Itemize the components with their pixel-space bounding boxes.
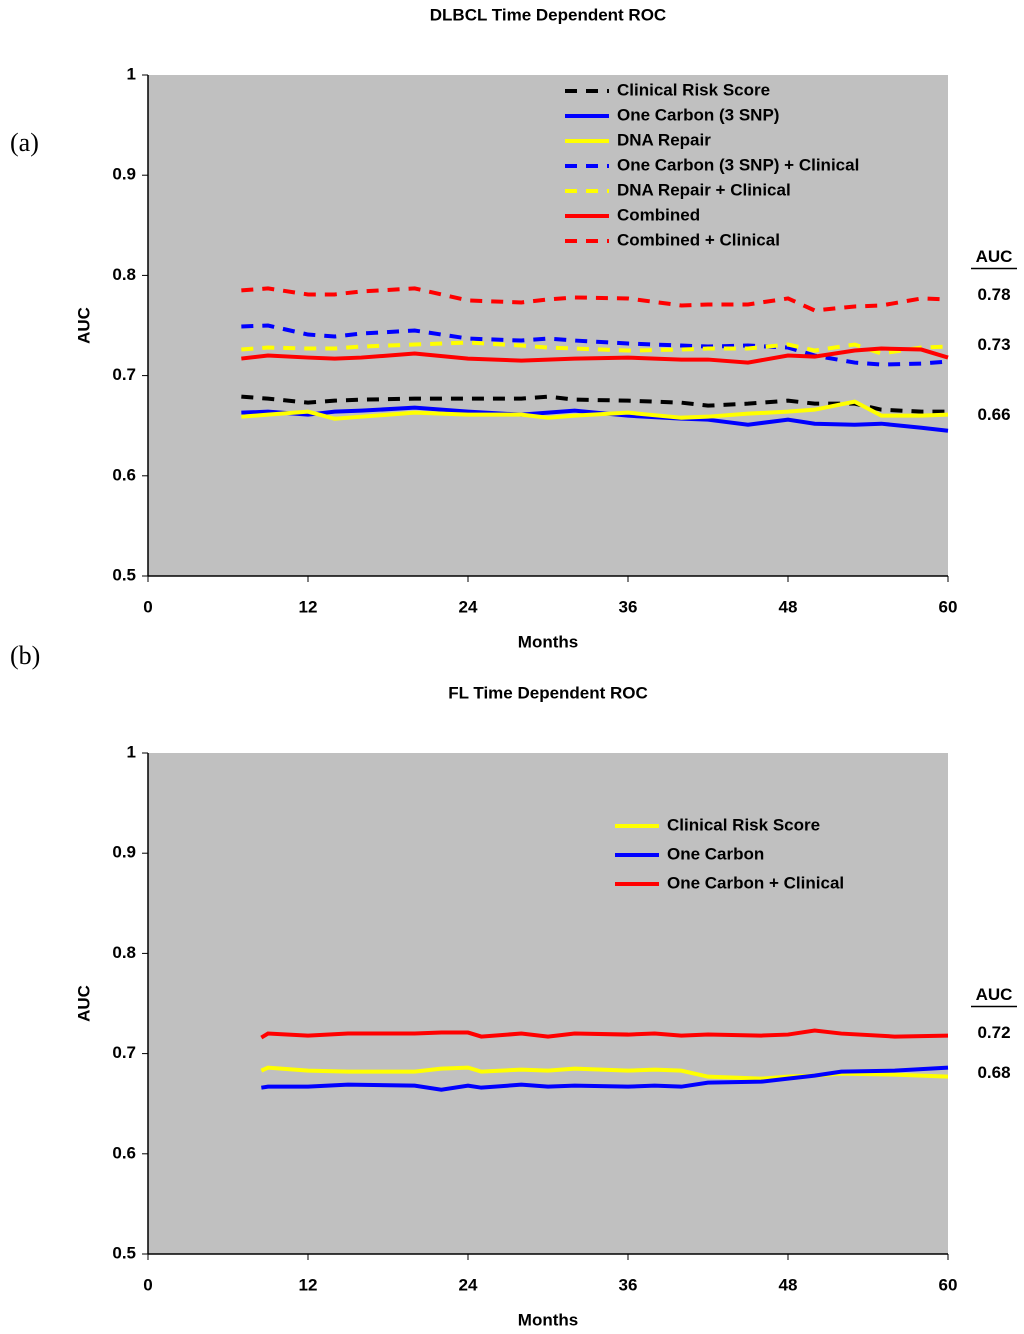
y-tick-label: 0.7 <box>112 365 136 384</box>
legend-label: DNA Repair <box>617 130 711 149</box>
plot-area <box>148 75 948 576</box>
x-tick-label: 60 <box>939 597 958 616</box>
series-line <box>241 399 949 421</box>
y-tick-label: 0.6 <box>112 465 136 484</box>
x-tick-label: 24 <box>459 1275 478 1294</box>
legend: Clinical Risk Score One Carbon One Carbon … <box>615 815 844 892</box>
x-tick-label: 60 <box>939 1275 958 1294</box>
y-axis-label: AUC <box>74 307 93 344</box>
x-tick-label: 36 <box>619 1275 638 1294</box>
series-line <box>241 346 949 365</box>
x-tick-label: 24 <box>459 597 478 616</box>
y-tick-label: 0.6 <box>112 1143 136 1162</box>
series-line <box>241 394 948 414</box>
series-line <box>241 340 949 356</box>
x-tick-label: 36 <box>619 597 638 616</box>
y-axis-label: AUC <box>74 985 93 1022</box>
chart-title: FL Time Dependent ROC <box>448 683 648 702</box>
side-header: AUC <box>976 985 1013 1004</box>
plot-area <box>148 753 948 1254</box>
y-tick-label: 0.8 <box>112 943 136 962</box>
legend-label: Clinical Risk Score <box>617 80 770 99</box>
x-tick-label: 48 <box>779 597 798 616</box>
legend-label: Combined <box>617 205 700 224</box>
y-tick-label: 0.9 <box>112 843 136 862</box>
x-tick-label: 0 <box>143 1275 152 1294</box>
x-tick-label: 48 <box>779 1275 798 1294</box>
legend-label: One Carbon + Clinical <box>667 873 844 892</box>
side-header: AUC <box>976 247 1013 266</box>
legend-label: One Carbon (3 SNP) + Clinical <box>617 155 859 174</box>
side-value: 0.73 <box>977 335 1010 354</box>
series-line <box>260 1028 949 1040</box>
side-value: 0.72 <box>977 1023 1010 1042</box>
legend-label: Clinical Risk Score <box>667 815 820 834</box>
legend-label: One Carbon <box>667 844 764 863</box>
x-tick-label: 12 <box>299 597 318 616</box>
series-line <box>261 1065 949 1092</box>
x-tick-label: 12 <box>299 1275 318 1294</box>
panel-label: (b) <box>10 641 40 670</box>
x-axis-label: Months <box>518 1310 578 1329</box>
legend-label: Combined + Clinical <box>617 230 780 249</box>
legend-label: DNA Repair + Clinical <box>617 180 791 199</box>
side-value: 0.66 <box>977 405 1010 424</box>
y-tick-label: 0.5 <box>112 565 136 584</box>
x-axis-label: Months <box>518 632 578 651</box>
y-tick-label: 0.7 <box>112 1043 136 1062</box>
series-line <box>241 323 949 367</box>
legend: Clinical Risk Score One Carbon (3 SNP) DNA… <box>565 80 859 249</box>
chart-panel: DLBCL Time Dependent ROC (a) 0.5 0.6 0.7 0.8 0… <box>10 5 1017 651</box>
side-value: 0.68 <box>977 1063 1010 1082</box>
x-tick-label: 0 <box>143 597 152 616</box>
y-tick-label: 1 <box>127 742 136 761</box>
panel-label: (a) <box>10 128 39 157</box>
series-line <box>241 286 949 313</box>
y-tick-label: 1 <box>127 64 136 83</box>
legend-label: One Carbon (3 SNP) <box>617 105 779 124</box>
y-tick-label: 0.5 <box>112 1243 136 1262</box>
side-value: 0.78 <box>977 285 1010 304</box>
chart-panel: FL Time Dependent ROC (b) 0.5 0.6 0.7 0.8 0.9 1… <box>10 641 1017 1329</box>
y-tick-label: 0.9 <box>112 165 136 184</box>
chart-title: DLBCL Time Dependent ROC <box>430 5 666 24</box>
y-tick-label: 0.8 <box>112 265 136 284</box>
